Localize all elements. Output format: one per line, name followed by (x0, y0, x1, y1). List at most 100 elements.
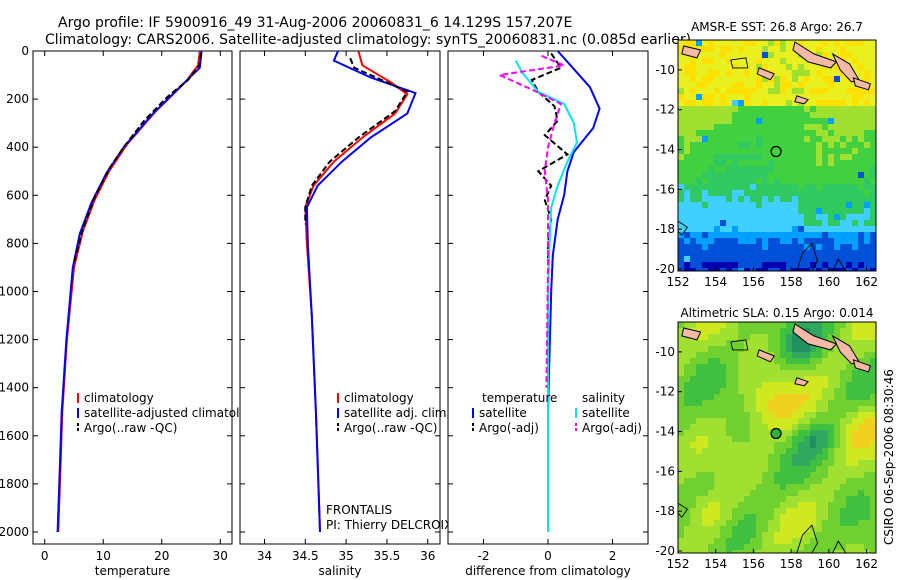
map-sla: Altimetric SLA: 0.15 Argo: 0.014 152 154 15… (655, 306, 878, 571)
y-tick-label: -20 (655, 544, 675, 558)
x-tick-label: 0 (41, 549, 49, 563)
land-mass (794, 377, 809, 387)
land-mass (756, 67, 775, 81)
legend-entry-salinity: satellite (582, 406, 630, 420)
y-tick-label: 1000 (0, 284, 29, 298)
y-tick-label: 1600 (0, 429, 29, 443)
y-tick-label: 400 (6, 140, 29, 154)
y-tick-label: -12 (655, 103, 675, 117)
x-axis-label: difference from climatology (465, 564, 631, 578)
depth-contour (796, 524, 818, 553)
y-tick-label: 200 (6, 92, 29, 106)
y-tick-label: -10 (655, 345, 675, 359)
chart-salinity: 34 34.5 35 35.5 36 salinity climatologysatelli… (239, 50, 452, 578)
x-tick-label: 20 (154, 549, 169, 563)
land-mass (852, 359, 871, 373)
legend-entry: climatology (84, 391, 154, 405)
y-tick-label: 800 (6, 236, 29, 250)
y-tick-label: 1800 (0, 477, 29, 491)
map-title: Altimetric SLA: 0.15 Argo: 0.014 (680, 306, 873, 320)
x-tick-label: 35 (338, 549, 353, 563)
y-tick-label: 600 (6, 188, 29, 202)
x-tick-label: 156 (742, 557, 765, 571)
x-tick-label: 160 (817, 275, 840, 289)
map-field (678, 322, 876, 553)
depth-contour (730, 339, 749, 351)
land-mass (681, 45, 702, 59)
x-tick-label: 158 (780, 275, 803, 289)
x-tick-label: 152 (667, 275, 690, 289)
y-tick-label: 1400 (0, 381, 29, 395)
legend-entry: climatology (344, 391, 414, 405)
y-tick-label: 0 (21, 44, 29, 58)
annotation-text: FRONTALIS (326, 503, 392, 517)
x-tick-label: 34.5 (292, 549, 319, 563)
land-mass (852, 77, 871, 91)
x-tick-label: 34 (257, 549, 272, 563)
legend-entry-salinity: Argo(-adj) (582, 421, 642, 435)
legend-entry-temperature: satellite (479, 406, 527, 420)
profile-charts: 0 10 20 30020040060080010001200140016001800… (0, 44, 649, 578)
map-panels: AMSR-E SST: 26.8 Argo: 26.7 152 154 156 158 1… (655, 20, 878, 571)
argo-location-marker (770, 145, 782, 158)
x-tick-label: -2 (477, 549, 489, 563)
y-tick-label: -14 (655, 425, 675, 439)
x-tick-label: 35.5 (374, 549, 401, 563)
map-title: AMSR-E SST: 26.8 Argo: 26.7 (691, 20, 863, 34)
depth-contour (796, 242, 818, 271)
map-field (678, 40, 876, 271)
plot-frame (32, 50, 233, 545)
timestamp-label: CSIRO 06-Sep-2006 08:30:46 (882, 369, 896, 545)
x-tick-label: 154 (704, 557, 727, 571)
map-sst: AMSR-E SST: 26.8 Argo: 26.7 152 154 156 158 1… (655, 20, 878, 289)
x-tick-label: 36 (420, 549, 435, 563)
depth-contour (832, 540, 847, 553)
depth-contour (832, 258, 847, 271)
x-tick-label: 162 (855, 275, 878, 289)
legend-entry: satellite adj. clim. (344, 406, 450, 420)
x-tick-label: 152 (667, 557, 690, 571)
legend-entry-salinity: salinity (582, 391, 625, 405)
x-tick-label: 10 (96, 549, 111, 563)
x-tick-label: 160 (817, 557, 840, 571)
x-axis-label: salinity (318, 564, 361, 578)
depth-contour (678, 220, 689, 236)
figure-title-line2: Climatology: CARS2006. Satellite-adjuste… (45, 32, 691, 48)
legend-entry: Argo(..raw -QC) (344, 421, 437, 435)
map-frame (677, 39, 877, 272)
x-tick-label: 30 (213, 549, 228, 563)
series-line-temperature-2 (73, 53, 202, 263)
x-tick-label: 0 (544, 549, 552, 563)
series-line-difference-3 (496, 54, 568, 388)
y-tick-label: -20 (655, 262, 675, 276)
x-tick-label: 156 (742, 275, 765, 289)
land-mass (792, 41, 838, 69)
y-tick-label: 2000 (0, 525, 29, 539)
y-tick-label: 1200 (0, 333, 29, 347)
x-tick-label: 162 (855, 557, 878, 571)
chart-temperature: 0 10 20 30 0 200 400 600 800 1000 1200 1400 1600 1800… (0, 44, 262, 578)
x-tick-label: 158 (780, 557, 803, 571)
depth-contour (730, 57, 749, 69)
depth-contour (678, 502, 689, 518)
x-tick-label: 2 (609, 549, 617, 563)
y-tick-label: -14 (655, 143, 675, 157)
series-line-salinity-1 (305, 50, 417, 533)
land-mass (792, 323, 838, 351)
y-tick-label: -18 (655, 222, 675, 236)
argo-location-marker (770, 427, 782, 440)
annotation-text: PI: Thierry DELCROIX (326, 518, 452, 532)
map-frame (677, 321, 877, 554)
legend-entry-temperature: temperature (482, 391, 557, 405)
y-tick-label: -12 (655, 385, 675, 399)
x-tick-label: 154 (704, 275, 727, 289)
land-mass (794, 95, 809, 105)
series-line-difference-0 (547, 50, 601, 532)
legend-entry: Argo(..raw -QC) (84, 421, 177, 435)
legend-entry: satellite-adjusted climatology (84, 406, 262, 420)
y-tick-label: -16 (655, 464, 675, 478)
y-tick-label: -10 (655, 63, 675, 77)
land-mass (681, 327, 702, 341)
